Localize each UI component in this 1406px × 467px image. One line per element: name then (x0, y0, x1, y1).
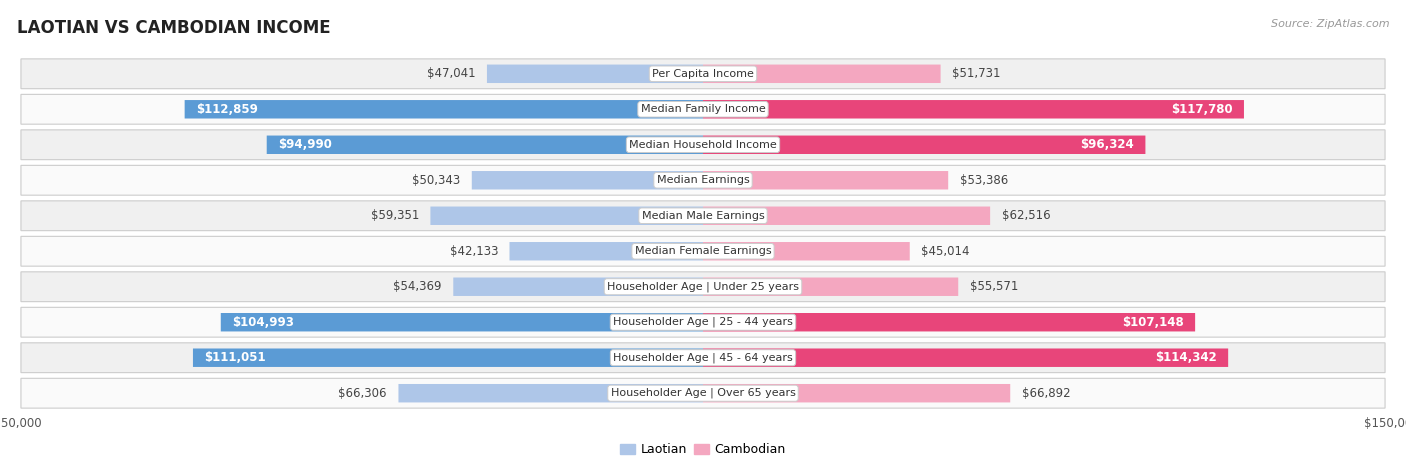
Text: $96,324: $96,324 (1080, 138, 1133, 151)
Text: LAOTIAN VS CAMBODIAN INCOME: LAOTIAN VS CAMBODIAN INCOME (17, 19, 330, 37)
FancyBboxPatch shape (703, 313, 1195, 332)
Text: Householder Age | Under 25 years: Householder Age | Under 25 years (607, 282, 799, 292)
FancyBboxPatch shape (703, 242, 910, 261)
Text: Median Earnings: Median Earnings (657, 175, 749, 185)
FancyBboxPatch shape (703, 171, 948, 190)
FancyBboxPatch shape (703, 64, 941, 83)
FancyBboxPatch shape (267, 135, 703, 154)
Text: $42,133: $42,133 (450, 245, 498, 258)
FancyBboxPatch shape (21, 94, 1385, 124)
FancyBboxPatch shape (703, 384, 1011, 403)
Text: Median Family Income: Median Family Income (641, 104, 765, 114)
FancyBboxPatch shape (703, 348, 1229, 367)
Text: $62,516: $62,516 (1001, 209, 1050, 222)
Text: $66,892: $66,892 (1022, 387, 1070, 400)
FancyBboxPatch shape (21, 165, 1385, 195)
Text: $66,306: $66,306 (339, 387, 387, 400)
FancyBboxPatch shape (21, 201, 1385, 231)
FancyBboxPatch shape (703, 100, 1244, 119)
Text: $51,731: $51,731 (952, 67, 1001, 80)
Text: $107,148: $107,148 (1122, 316, 1184, 329)
FancyBboxPatch shape (472, 171, 703, 190)
FancyBboxPatch shape (21, 307, 1385, 337)
FancyBboxPatch shape (21, 59, 1385, 89)
Text: $94,990: $94,990 (278, 138, 332, 151)
FancyBboxPatch shape (509, 242, 703, 261)
Text: Median Male Earnings: Median Male Earnings (641, 211, 765, 221)
Text: Median Female Earnings: Median Female Earnings (634, 246, 772, 256)
Text: Householder Age | 45 - 64 years: Householder Age | 45 - 64 years (613, 353, 793, 363)
FancyBboxPatch shape (21, 343, 1385, 373)
FancyBboxPatch shape (703, 135, 1146, 154)
Text: Per Capita Income: Per Capita Income (652, 69, 754, 79)
FancyBboxPatch shape (21, 272, 1385, 302)
Text: $59,351: $59,351 (371, 209, 419, 222)
FancyBboxPatch shape (430, 206, 703, 225)
FancyBboxPatch shape (21, 378, 1385, 408)
Text: $114,342: $114,342 (1154, 351, 1216, 364)
Text: Source: ZipAtlas.com: Source: ZipAtlas.com (1271, 19, 1389, 28)
Text: $117,780: $117,780 (1171, 103, 1233, 116)
Text: $53,386: $53,386 (960, 174, 1008, 187)
Text: $112,859: $112,859 (195, 103, 259, 116)
FancyBboxPatch shape (398, 384, 703, 403)
FancyBboxPatch shape (21, 130, 1385, 160)
Text: $47,041: $47,041 (427, 67, 475, 80)
Text: $104,993: $104,993 (232, 316, 294, 329)
Text: $54,369: $54,369 (394, 280, 441, 293)
Text: $55,571: $55,571 (970, 280, 1018, 293)
Text: $45,014: $45,014 (921, 245, 970, 258)
FancyBboxPatch shape (221, 313, 703, 332)
Text: $111,051: $111,051 (204, 351, 266, 364)
FancyBboxPatch shape (21, 236, 1385, 266)
Text: Median Household Income: Median Household Income (628, 140, 778, 150)
FancyBboxPatch shape (486, 64, 703, 83)
Text: Householder Age | Over 65 years: Householder Age | Over 65 years (610, 388, 796, 398)
FancyBboxPatch shape (703, 277, 959, 296)
FancyBboxPatch shape (703, 206, 990, 225)
FancyBboxPatch shape (453, 277, 703, 296)
Legend: Laotian, Cambodian: Laotian, Cambodian (616, 439, 790, 461)
FancyBboxPatch shape (193, 348, 703, 367)
FancyBboxPatch shape (184, 100, 703, 119)
Text: Householder Age | 25 - 44 years: Householder Age | 25 - 44 years (613, 317, 793, 327)
Text: $50,343: $50,343 (412, 174, 460, 187)
